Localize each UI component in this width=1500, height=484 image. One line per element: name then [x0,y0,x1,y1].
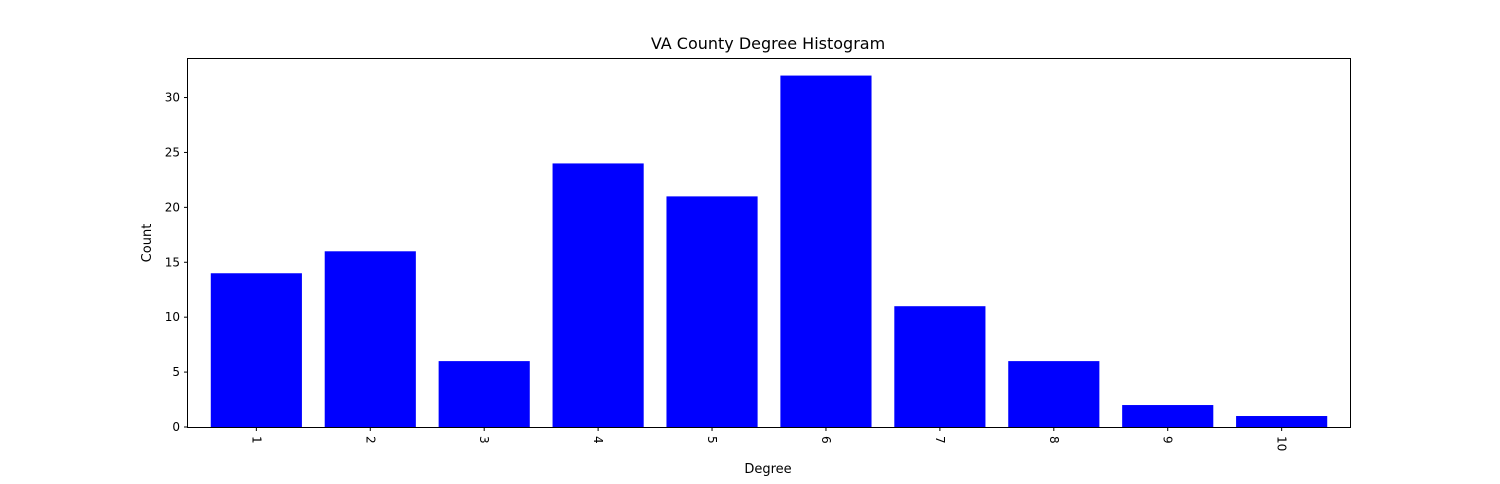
x-tick-label: 3 [477,436,491,444]
bars-layer [210,75,1328,428]
bar-degree-7 [894,306,986,427]
x-tick-label: 4 [591,436,605,444]
y-tick-label: 10 [165,310,180,324]
bar-degree-5 [666,196,758,428]
bar-degree-6 [780,75,872,427]
x-tick-label: 7 [933,436,947,444]
y-axis-ticks: 0 5 10 15 20 25 30 [165,91,188,434]
bar-degree-2 [324,251,416,427]
y-tick-label: 5 [172,365,180,379]
x-axis-ticks: 1 2 3 4 5 6 7 8 9 10 [249,427,1289,451]
y-tick-label: 0 [172,420,180,434]
bar-degree-3 [438,361,530,427]
x-tick-label: 6 [819,436,833,444]
bar-degree-1 [210,273,302,427]
x-tick-label: 1 [249,436,263,444]
y-tick-label: 25 [165,145,180,159]
y-tick-label: 15 [165,255,180,269]
x-tick-label: 10 [1275,436,1289,451]
plot-frame [187,58,1351,428]
y-tick-label: 20 [165,200,180,214]
x-axis-label: Degree [744,462,791,477]
y-axis-label: Count [140,224,155,263]
x-tick-label: 2 [363,436,377,444]
bar-degree-9 [1122,405,1214,427]
bar-degree-4 [552,163,644,427]
bar-degree-10 [1236,416,1328,427]
x-tick-label: 8 [1047,436,1061,444]
y-tick-label: 30 [165,91,180,105]
x-tick-label: 5 [705,436,719,444]
bar-degree-8 [1008,361,1100,427]
chart-title: VA County Degree Histogram [651,34,885,53]
x-tick-label: 9 [1161,436,1175,444]
